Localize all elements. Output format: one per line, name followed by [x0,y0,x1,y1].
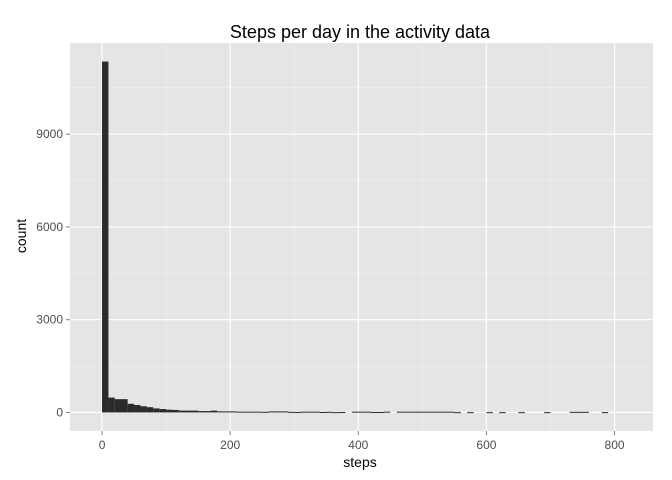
histogram-bar [486,412,493,414]
histogram-bar [499,412,506,414]
histogram-bar [268,411,288,413]
histogram-bar [544,412,551,414]
histogram-bar [569,411,589,413]
histogram-bar [332,412,340,414]
histogram-bar [217,411,237,413]
x-tick-label: 0 [99,438,106,452]
histogram-bar [601,412,609,414]
histogram-bar [300,411,320,413]
histogram-bars [102,61,609,414]
histogram-bar [319,411,327,413]
histogram-bar [287,411,295,413]
histogram-bar [159,409,167,413]
histogram-bar [108,397,115,413]
x-tick-label: 600 [476,438,496,452]
histogram-bar [127,403,135,413]
histogram-bar [396,411,455,413]
histogram-bar [210,410,218,413]
x-axis-title: steps [343,454,376,470]
histogram-bar [114,399,128,413]
histogram-bar [153,408,160,413]
plot-panel [70,43,653,431]
histogram-bar [146,407,154,413]
histogram-bar [198,411,211,413]
axis-ticks [66,133,616,435]
y-axis-title: count [13,219,29,253]
x-axis-tick-labels: 0 200 400 600 800 [99,438,625,452]
histogram-bar [454,412,461,414]
y-tick-label: 0 [56,405,63,419]
histogram-bar [140,406,147,413]
histogram-bar [294,411,301,413]
minor-gridlines [70,43,653,431]
y-tick-label: 6000 [36,220,63,234]
histogram-bar [383,411,391,413]
histogram-bar [518,412,525,414]
x-tick-label: 400 [348,438,368,452]
histogram-bar [134,405,141,413]
histogram-bar [178,410,199,413]
y-axis-tick-labels: 0 3000 6000 9000 [36,127,63,419]
histogram-bar [102,61,109,413]
histogram-bar [371,411,384,413]
chart-title: Steps per day in the activity data [230,22,491,42]
histogram-bar [351,411,372,413]
histogram-bar [467,412,474,414]
x-tick-label: 800 [605,438,625,452]
histogram-bar [262,411,269,413]
histogram-bar [326,411,333,413]
x-tick-label: 200 [220,438,240,452]
histogram-bar [172,409,179,413]
histogram-bar [339,411,346,413]
histogram-bar [236,411,263,413]
y-tick-label: 9000 [36,127,63,141]
histogram-bar [166,409,173,413]
y-tick-label: 3000 [36,313,63,327]
